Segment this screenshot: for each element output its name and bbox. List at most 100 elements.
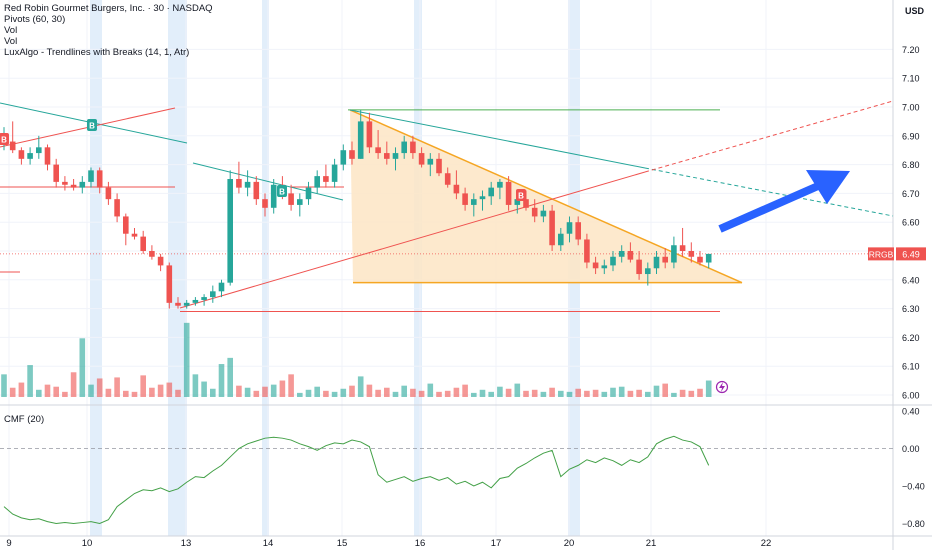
arrow-head[interactable] — [806, 170, 850, 204]
candle[interactable] — [584, 239, 590, 263]
candle[interactable] — [453, 184, 460, 194]
candle[interactable] — [479, 196, 486, 200]
indicator-pivots[interactable]: Pivots (60, 30) — [4, 14, 66, 25]
candle[interactable] — [618, 251, 625, 257]
price-badge — [896, 247, 926, 261]
candle[interactable] — [705, 253, 712, 263]
candle[interactable] — [688, 251, 695, 257]
candle[interactable] — [366, 121, 373, 148]
candle[interactable] — [610, 256, 616, 266]
indicator-vol-2[interactable]: Vol — [4, 36, 18, 47]
candle[interactable] — [497, 181, 503, 188]
candle[interactable] — [70, 184, 77, 188]
candle[interactable] — [253, 181, 260, 200]
time-tick-label: 17 — [491, 538, 502, 549]
cmf-line[interactable] — [3, 435, 710, 525]
candle[interactable] — [662, 256, 668, 263]
candle[interactable] — [540, 210, 547, 217]
candle[interactable] — [436, 158, 442, 174]
candle[interactable] — [305, 187, 312, 200]
candle[interactable] — [566, 222, 573, 234]
indicator-trendlines[interactable]: LuxAlgo - Trendlines with Breaks (14, 1,… — [4, 47, 190, 58]
volume-bar — [314, 386, 320, 397]
candle[interactable] — [149, 251, 155, 257]
candle[interactable] — [384, 153, 390, 159]
candle[interactable] — [444, 173, 451, 185]
candle[interactable] — [636, 259, 642, 275]
candle[interactable] — [262, 199, 268, 208]
candle[interactable] — [331, 164, 338, 182]
candle[interactable] — [592, 262, 599, 269]
candle[interactable] — [131, 233, 138, 237]
volume-bar — [584, 390, 590, 397]
candle[interactable] — [471, 199, 477, 205]
candle[interactable] — [653, 256, 660, 269]
candle[interactable] — [18, 150, 25, 159]
candle[interactable] — [340, 150, 347, 165]
candle[interactable] — [9, 141, 16, 151]
candle[interactable] — [183, 302, 190, 306]
indicator-vol-1[interactable]: Vol — [4, 25, 18, 36]
candle[interactable] — [201, 297, 207, 300]
candle[interactable] — [88, 170, 94, 182]
candle[interactable] — [427, 158, 434, 165]
candle[interactable] — [549, 210, 555, 246]
candle[interactable] — [645, 268, 651, 275]
candle[interactable] — [192, 299, 199, 303]
candle[interactable] — [236, 179, 242, 188]
candle[interactable] — [218, 282, 225, 292]
candle[interactable] — [79, 181, 86, 188]
candle[interactable] — [679, 245, 686, 251]
candle[interactable] — [227, 179, 233, 283]
candles[interactable] — [1, 109, 712, 309]
candle[interactable] — [105, 187, 112, 200]
candle[interactable] — [375, 147, 381, 154]
candle[interactable] — [166, 265, 173, 303]
candle[interactable] — [157, 256, 164, 266]
candle[interactable] — [44, 147, 51, 165]
volume-bar — [9, 387, 16, 397]
candle[interactable] — [323, 176, 329, 182]
candle[interactable] — [462, 193, 468, 205]
candle[interactable] — [140, 236, 146, 251]
candle[interactable] — [523, 199, 529, 208]
candle[interactable] — [123, 216, 129, 234]
candle[interactable] — [601, 265, 608, 269]
candle[interactable] — [96, 170, 103, 188]
candle[interactable] — [558, 233, 564, 246]
candle[interactable] — [27, 153, 33, 159]
candle[interactable] — [36, 147, 42, 154]
candle[interactable] — [671, 245, 677, 263]
candle[interactable] — [514, 199, 521, 205]
candle[interactable] — [531, 207, 538, 217]
candle[interactable] — [62, 181, 68, 185]
candle[interactable] — [288, 193, 294, 205]
cmf-label[interactable]: CMF (20) — [4, 414, 45, 425]
drawings[interactable] — [0, 100, 894, 312]
candle[interactable] — [401, 141, 407, 154]
candle[interactable] — [297, 199, 303, 205]
candle[interactable] — [349, 150, 355, 159]
candle[interactable] — [114, 199, 120, 217]
candle[interactable] — [314, 176, 320, 188]
candle[interactable] — [418, 153, 425, 165]
candle[interactable] — [697, 256, 703, 263]
candle[interactable] — [392, 153, 399, 159]
candle[interactable] — [270, 184, 277, 208]
candle[interactable] — [410, 141, 416, 154]
arrow-shaft[interactable] — [718, 182, 820, 233]
candle[interactable] — [175, 302, 181, 306]
candle[interactable] — [244, 181, 251, 188]
symbol-title[interactable]: Red Robin Gourmet Burgers, Inc. · 30 · N… — [4, 3, 213, 14]
volume-bar — [192, 374, 199, 397]
candle[interactable] — [505, 181, 512, 205]
candle[interactable] — [488, 187, 494, 197]
candle[interactable] — [210, 291, 216, 298]
candle[interactable] — [357, 121, 364, 159]
volume-bar — [227, 357, 233, 397]
candle[interactable] — [53, 164, 59, 182]
candle[interactable] — [575, 222, 581, 240]
candle[interactable] — [627, 251, 634, 260]
